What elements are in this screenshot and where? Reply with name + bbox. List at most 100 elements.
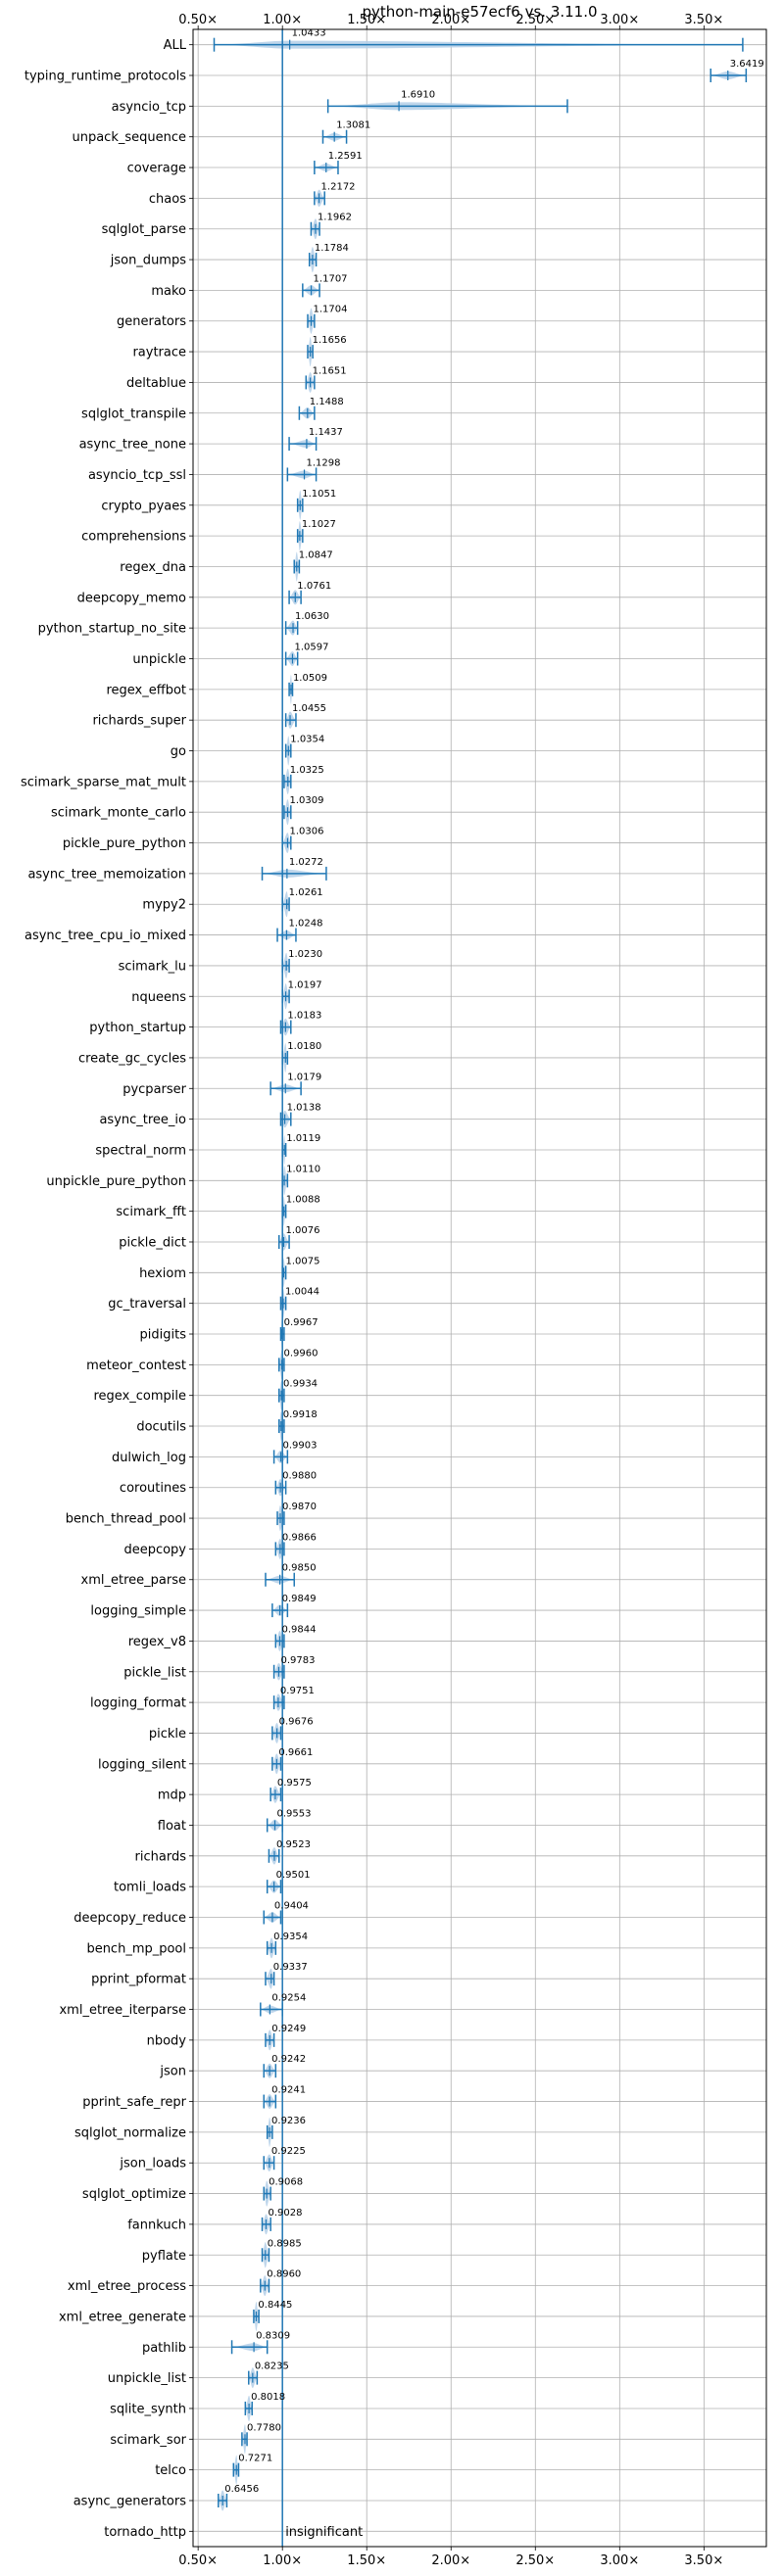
x-tick-label-bottom: 2.00× bbox=[431, 2553, 470, 2568]
data-label: 0.9575 bbox=[277, 1778, 312, 1789]
gridlines bbox=[193, 29, 766, 2547]
category-label: scimark_sparse_mat_mult bbox=[21, 775, 186, 789]
data-label: 1.0119 bbox=[286, 1133, 320, 1144]
x-tick-label-top: 0.50× bbox=[178, 13, 218, 27]
data-label: 1.0325 bbox=[290, 765, 324, 776]
data-label: 1.0306 bbox=[289, 827, 323, 837]
category-label: bench_mp_pool bbox=[86, 1941, 186, 1956]
data-label: 0.9880 bbox=[282, 1471, 317, 1482]
data-label: 1.0088 bbox=[286, 1195, 320, 1206]
category-label: unpickle_list bbox=[108, 2371, 186, 2386]
category-label: bench_thread_pool bbox=[66, 1512, 186, 1527]
plot-frame bbox=[192, 28, 767, 2548]
category-label: regex_dna bbox=[120, 560, 186, 575]
x-tick-label-top: 1.50× bbox=[347, 13, 386, 27]
data-label: 1.0075 bbox=[285, 1256, 319, 1266]
data-label: 0.9068 bbox=[269, 2177, 303, 2188]
data-label: 1.0261 bbox=[289, 887, 323, 898]
x-tick-label-top: 3.00× bbox=[600, 13, 639, 27]
data-label: 1.0509 bbox=[293, 673, 327, 684]
category-label: regex_v8 bbox=[128, 1635, 186, 1649]
category-label: asyncio_tcp_ssl bbox=[88, 468, 186, 483]
x-tick-label-bottom: 1.50× bbox=[347, 2553, 386, 2568]
category-label: regex_effbot bbox=[106, 683, 186, 697]
data-label: 0.9918 bbox=[283, 1409, 318, 1420]
data-label: 1.2591 bbox=[328, 151, 363, 162]
category-label: sqlglot_normalize bbox=[74, 2125, 186, 2140]
category-label: fannkuch bbox=[127, 2218, 186, 2232]
data-label: 1.1027 bbox=[302, 519, 336, 530]
category-label: scimark_monte_carlo bbox=[51, 806, 186, 821]
category-label: pidigits bbox=[140, 1328, 187, 1343]
data-label: 1.1298 bbox=[307, 457, 341, 468]
category-label: xml_etree_parse bbox=[81, 1573, 186, 1588]
data-label: 0.9523 bbox=[276, 1839, 311, 1850]
data-label: 1.0433 bbox=[292, 28, 326, 39]
data-label: 1.1488 bbox=[310, 397, 344, 407]
data-label: 0.9934 bbox=[283, 1379, 318, 1390]
data-label: 0.9242 bbox=[271, 2054, 306, 2065]
category-label: pprint_safe_repr bbox=[82, 2095, 186, 2110]
x-tick-label-top: 2.50× bbox=[515, 13, 555, 27]
category-label: pickle_list bbox=[123, 1665, 186, 1680]
category-label: asyncio_tcp bbox=[112, 100, 186, 115]
value-labels: 1.0433 3.6419 1.6910 1.3081 1.2591 1.2172 1.19… bbox=[224, 28, 764, 2540]
data-label: 1.0197 bbox=[288, 979, 322, 990]
data-label: 1.1707 bbox=[314, 273, 348, 284]
category-label: coverage bbox=[127, 162, 186, 176]
data-label: 0.7780 bbox=[247, 2422, 281, 2433]
data-label: 0.9783 bbox=[280, 1655, 315, 1666]
category-label: spectral_norm bbox=[95, 1143, 186, 1158]
data-label: 1.0761 bbox=[297, 581, 331, 592]
category-label: coroutines bbox=[120, 1481, 186, 1496]
data-label: 0.8235 bbox=[255, 2361, 289, 2372]
category-label: tornado_http bbox=[104, 2525, 186, 2540]
data-label: 1.0044 bbox=[285, 1287, 319, 1298]
data-label: 0.8960 bbox=[267, 2269, 301, 2280]
category-label: deepcopy_memo bbox=[77, 591, 186, 605]
data-label: 0.7271 bbox=[238, 2454, 272, 2464]
category-label: docutils bbox=[136, 1420, 186, 1435]
category-label: mako bbox=[151, 284, 186, 299]
category-label: pathlib bbox=[142, 2341, 186, 2356]
category-label: mdp bbox=[158, 1789, 186, 1803]
data-label: 0.9903 bbox=[283, 1440, 318, 1451]
category-label: regex_compile bbox=[93, 1389, 186, 1404]
data-label: 1.1704 bbox=[314, 305, 348, 315]
category-label: logging_format bbox=[90, 1696, 186, 1711]
category-label: async_generators bbox=[74, 2494, 187, 2508]
category-label: unpack_sequence bbox=[72, 130, 186, 145]
data-label: 1.0597 bbox=[294, 643, 328, 653]
category-label: tomli_loads bbox=[114, 1881, 186, 1895]
x-tick-label-bottom: 2.50× bbox=[515, 2553, 555, 2568]
data-label: 0.9337 bbox=[273, 1962, 308, 1973]
data-label: 0.9849 bbox=[282, 1594, 317, 1604]
category-label: sqlglot_transpile bbox=[81, 406, 186, 421]
data-label: 0.9553 bbox=[277, 1808, 312, 1819]
range-markers bbox=[213, 37, 748, 2507]
data-label: 0.9404 bbox=[274, 1901, 309, 1912]
category-label: pickle_dict bbox=[119, 1235, 186, 1250]
data-label: 0.9844 bbox=[282, 1624, 317, 1635]
category-label: gc_traversal bbox=[108, 1297, 186, 1312]
category-label: dulwich_log bbox=[112, 1451, 186, 1465]
category-label: nqueens bbox=[131, 990, 186, 1005]
data-label: 1.0847 bbox=[299, 549, 333, 560]
data-label: 0.8445 bbox=[258, 2300, 292, 2311]
category-label: go bbox=[171, 744, 186, 759]
data-label: 0.9254 bbox=[271, 1993, 306, 2004]
data-label: 1.0138 bbox=[287, 1103, 321, 1114]
x-tick-label-bottom: 3.00× bbox=[600, 2553, 639, 2568]
category-label: xml_etree_process bbox=[68, 2279, 186, 2294]
category-label: sqlite_synth bbox=[110, 2402, 186, 2416]
category-label: logging_simple bbox=[90, 1604, 186, 1619]
data-label: 0.9751 bbox=[280, 1686, 315, 1696]
x-tick-label-bottom: 1.00× bbox=[263, 2553, 302, 2568]
data-label: 0.6456 bbox=[224, 2484, 259, 2495]
data-label: 0.9501 bbox=[276, 1870, 311, 1881]
x-tick-label-bottom: 3.50× bbox=[684, 2553, 723, 2568]
data-label: 1.2172 bbox=[321, 181, 356, 192]
data-label: 1.0455 bbox=[292, 703, 326, 714]
category-label: nbody bbox=[147, 2033, 187, 2048]
data-label: 1.6910 bbox=[401, 89, 435, 100]
